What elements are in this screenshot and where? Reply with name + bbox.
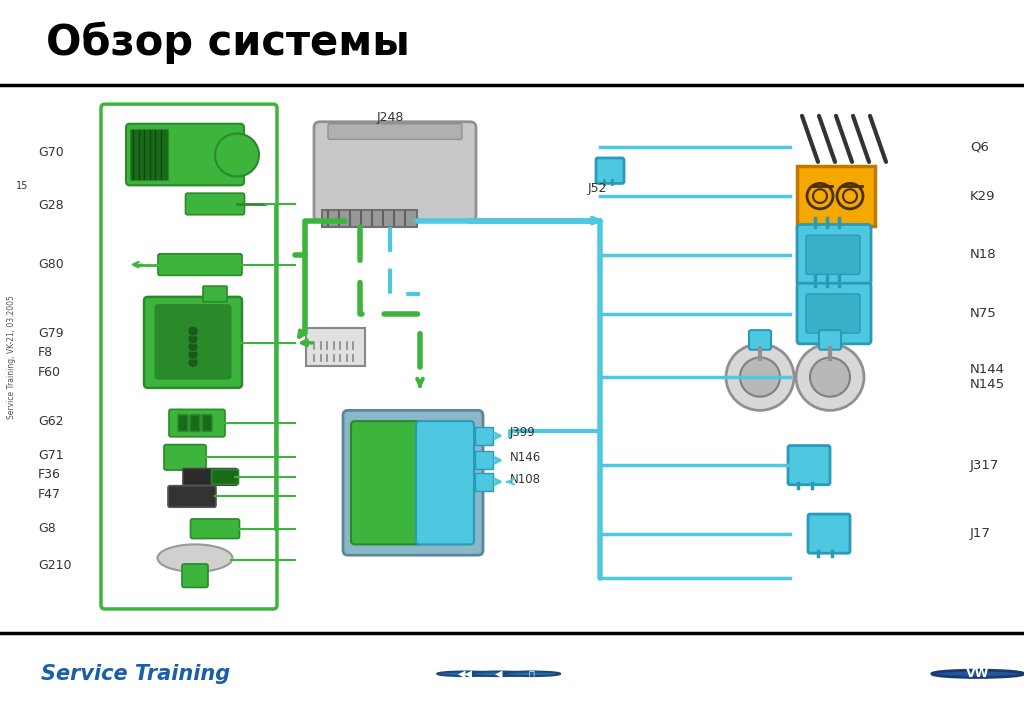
Text: G80: G80 [38,258,63,271]
FancyBboxPatch shape [155,304,231,379]
FancyBboxPatch shape [164,445,206,470]
Circle shape [932,670,1024,678]
Text: ⏸: ⏸ [528,669,535,679]
Text: J399: J399 [510,426,536,440]
Text: G71: G71 [38,449,63,462]
FancyBboxPatch shape [185,193,245,215]
FancyBboxPatch shape [169,409,225,437]
FancyBboxPatch shape [158,254,242,275]
FancyBboxPatch shape [183,469,237,485]
FancyBboxPatch shape [475,473,493,491]
Text: Обзор системы: Обзор системы [46,21,410,64]
Circle shape [188,342,198,352]
FancyBboxPatch shape [416,421,474,544]
FancyBboxPatch shape [126,124,244,185]
Text: Service Training: Service Training [41,664,230,684]
Text: G70: G70 [38,146,63,159]
Circle shape [807,183,833,209]
FancyBboxPatch shape [182,564,208,588]
FancyBboxPatch shape [190,519,240,539]
Text: J317: J317 [970,459,999,472]
FancyBboxPatch shape [130,129,168,181]
FancyBboxPatch shape [306,329,365,366]
FancyBboxPatch shape [343,411,483,555]
Circle shape [188,350,198,360]
Text: Q6: Q6 [970,141,989,154]
FancyBboxPatch shape [322,210,417,227]
FancyBboxPatch shape [806,294,860,333]
FancyBboxPatch shape [788,445,830,485]
Circle shape [740,358,780,396]
Text: N144
N145: N144 N145 [970,363,1006,391]
Circle shape [837,183,863,209]
FancyBboxPatch shape [819,330,841,350]
Circle shape [503,671,560,676]
Circle shape [188,326,198,336]
Text: N146: N146 [510,451,542,464]
Text: G79: G79 [38,326,63,340]
Text: ◀◀: ◀◀ [459,669,473,679]
Text: F8: F8 [38,346,53,359]
FancyBboxPatch shape [351,421,424,544]
FancyBboxPatch shape [314,122,476,222]
FancyBboxPatch shape [808,514,850,553]
Circle shape [470,671,527,676]
Circle shape [796,344,864,411]
FancyBboxPatch shape [475,452,493,469]
FancyBboxPatch shape [203,286,227,302]
Circle shape [188,334,198,344]
Text: VW: VW [967,668,989,680]
Circle shape [215,134,259,176]
Text: Service Training, VK-21, 03.2005: Service Training, VK-21, 03.2005 [7,296,16,419]
Text: N108: N108 [510,474,541,486]
FancyBboxPatch shape [144,297,242,388]
Circle shape [810,358,850,396]
FancyBboxPatch shape [202,415,212,431]
Text: J248: J248 [376,111,403,125]
Circle shape [843,189,857,203]
FancyBboxPatch shape [475,427,493,445]
FancyBboxPatch shape [10,98,1010,617]
Text: ◀: ◀ [495,669,503,679]
Ellipse shape [158,544,232,572]
Circle shape [437,671,495,676]
Text: G8: G8 [38,523,55,535]
Text: 15: 15 [15,181,29,191]
Text: K29: K29 [970,190,995,202]
Circle shape [726,344,794,411]
Text: N18: N18 [970,249,996,261]
Text: G210: G210 [38,559,72,573]
Circle shape [813,189,827,203]
FancyBboxPatch shape [749,330,771,350]
Text: F36: F36 [38,469,60,481]
FancyBboxPatch shape [212,469,239,484]
Text: F60: F60 [38,366,61,379]
FancyBboxPatch shape [328,124,462,139]
Text: J52: J52 [588,182,607,195]
FancyBboxPatch shape [797,283,871,344]
Text: G28: G28 [38,200,63,212]
Text: J17: J17 [970,527,991,540]
FancyBboxPatch shape [797,224,871,285]
Text: G62: G62 [38,415,63,428]
FancyBboxPatch shape [806,235,860,275]
FancyBboxPatch shape [178,415,188,431]
Text: N75: N75 [970,307,996,320]
FancyBboxPatch shape [596,158,624,183]
FancyBboxPatch shape [797,166,874,227]
Text: F47: F47 [38,488,61,501]
Circle shape [188,358,198,367]
FancyBboxPatch shape [168,486,216,507]
FancyBboxPatch shape [190,415,200,431]
